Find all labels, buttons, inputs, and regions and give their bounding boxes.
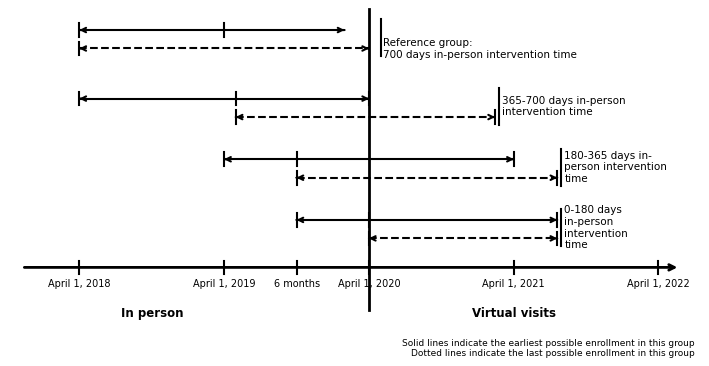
- Text: April 1, 2021: April 1, 2021: [482, 279, 545, 289]
- Text: April 1, 2019: April 1, 2019: [193, 279, 255, 289]
- Text: April 1, 2018: April 1, 2018: [48, 279, 111, 289]
- Text: 365-700 days in-person
intervention time: 365-700 days in-person intervention time: [502, 96, 626, 117]
- Text: Reference group:
700 days in-person intervention time: Reference group: 700 days in-person inte…: [384, 38, 577, 60]
- Text: April 1, 2020: April 1, 2020: [337, 279, 401, 289]
- Text: Solid lines indicate the earliest possible enrollment in this group
Dotted lines: Solid lines indicate the earliest possib…: [402, 339, 695, 358]
- Text: 180-365 days in-
person intervention
time: 180-365 days in- person intervention tim…: [564, 150, 667, 184]
- Text: Virtual visits: Virtual visits: [471, 307, 556, 320]
- Text: In person: In person: [121, 307, 183, 320]
- Text: 6 months: 6 months: [274, 279, 320, 289]
- Text: 0-180 days
in-person
intervention
time: 0-180 days in-person intervention time: [564, 205, 628, 250]
- Text: April 1, 2022: April 1, 2022: [627, 279, 690, 289]
